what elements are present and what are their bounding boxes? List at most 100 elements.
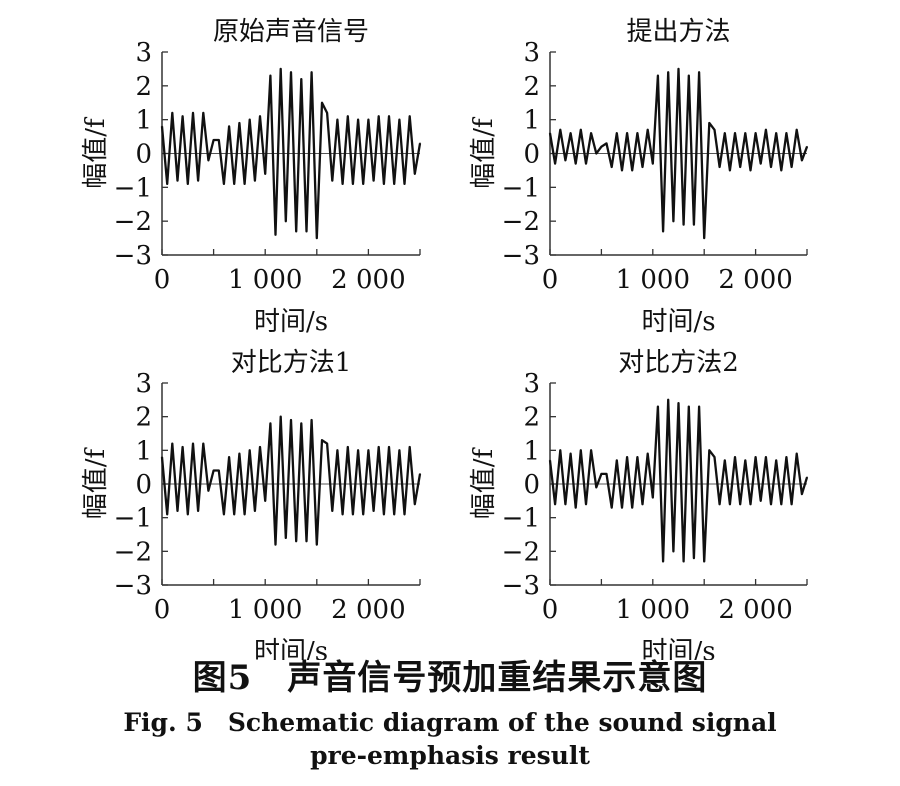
signal-data-point (176, 510, 179, 512)
signal-data-point (419, 473, 421, 475)
y-tick-label: −1 (502, 173, 540, 203)
signal-data-point (352, 183, 354, 185)
signal-data-point (708, 449, 711, 452)
signal-data-point (698, 405, 700, 408)
signal-data-point (171, 112, 174, 114)
signal-data-point (549, 459, 551, 462)
y-tick-label: 1 (523, 436, 540, 466)
x-tick-label: 0 (542, 265, 559, 295)
signal-data-point (316, 543, 318, 546)
signal-data-point (362, 513, 365, 516)
signal-data-point (367, 449, 370, 452)
signal-data-point (352, 513, 354, 516)
figure-caption-english-line2: pre-emphasis result (310, 741, 590, 770)
signal-data-point (346, 446, 349, 448)
y-tick-label: 2 (135, 403, 152, 433)
signal-data-point (759, 500, 762, 502)
signal-data-point (341, 513, 344, 516)
signal-data-point (631, 169, 634, 172)
signal-data-point (754, 456, 757, 458)
signal-data-point (687, 405, 690, 408)
signal-data-point (708, 122, 711, 124)
signal-data-point (357, 118, 359, 121)
signal-data-point (734, 132, 736, 134)
signal-data-point (176, 179, 179, 182)
signal-data-point (801, 159, 803, 162)
signal-data-point (636, 456, 639, 458)
signal-data-point (228, 125, 230, 128)
signal-data-point (207, 159, 210, 162)
signal-data-point (569, 452, 572, 455)
y-tick-label: −3 (502, 571, 540, 601)
signal-data-point (754, 132, 757, 134)
signal-data-point (233, 183, 236, 185)
signal-data-point (259, 115, 261, 118)
signal-data-point (202, 112, 205, 114)
signal-data-point (264, 173, 267, 175)
signal-data-point (682, 560, 685, 563)
signal-data-point (677, 402, 680, 405)
signal-data-point (207, 489, 210, 492)
x-tick-label: 2 000 (331, 595, 405, 625)
signal-data-point (248, 118, 251, 121)
signal-data-point (305, 540, 308, 543)
signal-data-point (729, 169, 731, 172)
figure-caption-chinese: 图5 声音信号预加重结果示意图 (192, 658, 708, 698)
signal-series-line (548, 398, 809, 563)
signal-data-point (621, 506, 623, 509)
signal-data-point (765, 456, 767, 458)
signal-data-point (806, 145, 808, 148)
y-tick-label: 3 (135, 38, 152, 68)
y-tick-label: 0 (523, 470, 540, 500)
signal-data-point (243, 183, 246, 185)
signal-data-point (626, 132, 628, 134)
signal-data-point (372, 510, 375, 512)
signal-data-point (161, 125, 163, 128)
signal-data-point (806, 476, 808, 479)
y-tick-label: −3 (502, 241, 540, 271)
signal-data-point (408, 446, 411, 448)
signal-data-point (187, 513, 189, 516)
x-tick-label: 0 (542, 595, 559, 625)
signal-data-point (223, 183, 225, 185)
y-tick-label: 0 (523, 140, 540, 170)
signal-data-point (775, 132, 777, 134)
x-axis-label: 时间/s (641, 637, 715, 660)
signal-data-point (749, 169, 752, 172)
signal-data-point (310, 71, 313, 74)
signal-data-point (202, 442, 205, 445)
signal-data-point (414, 173, 416, 175)
signal-data-point (616, 132, 618, 134)
signal-data-point (672, 550, 675, 553)
signal-data-point (181, 446, 184, 448)
y-tick-label: 2 (523, 72, 540, 102)
signal-data-point (217, 469, 220, 472)
signal-data-point (657, 405, 659, 408)
signal-series-line (160, 415, 422, 546)
signal-data-point (739, 166, 741, 168)
signal-data-point (248, 449, 251, 452)
signal-data-point (336, 449, 339, 452)
signal-data-point (305, 230, 308, 233)
signal-data-point (377, 446, 380, 448)
signal-data-point (254, 179, 256, 182)
signal-data-point (300, 78, 303, 80)
signal-data-point (564, 159, 567, 162)
signal-data-point (790, 166, 793, 168)
signal-data-point (192, 112, 194, 114)
y-tick-label: 0 (135, 470, 152, 500)
signal-data-point (367, 118, 370, 121)
y-axis-label: 幅值/f (469, 116, 499, 189)
y-axis-label: 幅值/f (469, 446, 499, 519)
signal-data-point (780, 503, 783, 506)
signal-data-point (326, 442, 328, 445)
signal-data-point (744, 459, 747, 462)
signal-data-point (744, 132, 747, 134)
signal-data-point (372, 179, 375, 182)
signal-data-point (600, 145, 603, 148)
signal-data-point (641, 503, 644, 506)
signal-data-point (259, 446, 261, 448)
signal-data-point (801, 493, 803, 495)
